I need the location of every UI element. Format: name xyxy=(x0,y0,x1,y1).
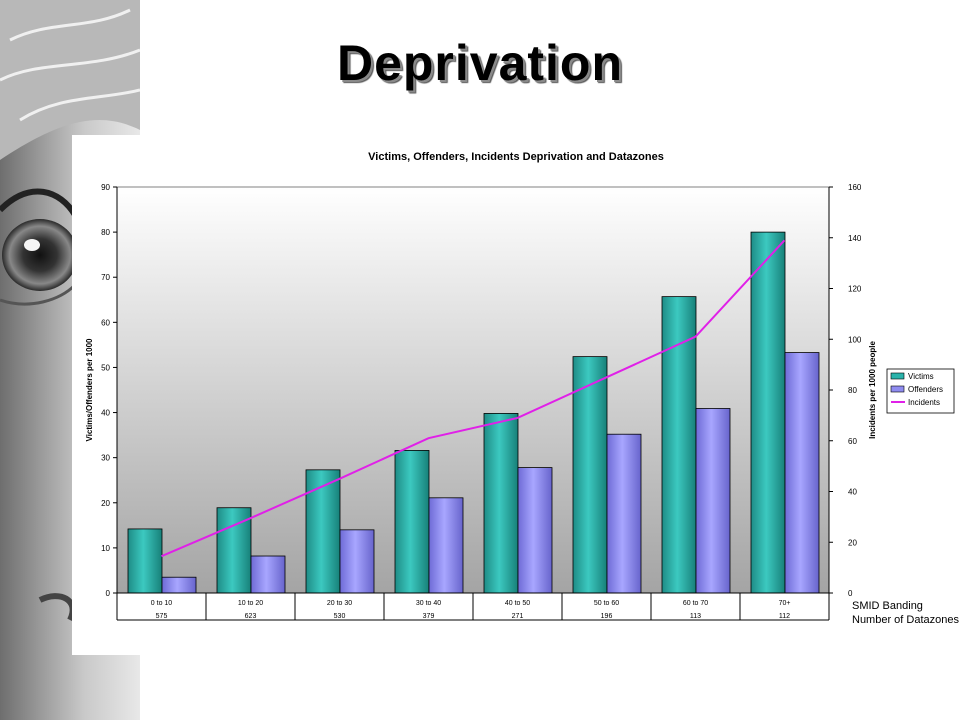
x-tick-label: 50 to 60 xyxy=(594,600,619,607)
bar-offenders xyxy=(161,576,197,594)
bar-victims xyxy=(394,450,430,594)
bar-victims xyxy=(483,413,519,594)
bar-offenders xyxy=(517,467,553,594)
left-tick-label: 0 xyxy=(106,589,111,598)
chart-title: Victims, Offenders, Incidents Deprivatio… xyxy=(368,151,664,163)
bar-offenders xyxy=(250,555,286,594)
right-tick-label: 60 xyxy=(848,437,857,446)
left-tick-label: 90 xyxy=(101,183,110,192)
x-tick-label: 10 to 20 xyxy=(238,600,263,607)
bar-offenders xyxy=(695,408,731,594)
right-tick-label: 40 xyxy=(848,488,857,497)
left-tick-label: 40 xyxy=(101,409,110,418)
bar-victims xyxy=(750,231,786,594)
line-incidents xyxy=(161,239,786,558)
bar-victims xyxy=(305,469,341,594)
legend-swatch-offenders xyxy=(890,385,905,393)
bar-victims xyxy=(661,296,697,594)
row-label-datazones: Number of Datazones xyxy=(852,614,959,626)
bar-victims xyxy=(216,507,252,594)
x-tick-label: 0 to 10 xyxy=(151,600,173,607)
right-tick-label: 160 xyxy=(848,183,862,192)
bar-offenders xyxy=(428,497,464,594)
left-tick-label: 10 xyxy=(101,544,110,553)
bar-offenders xyxy=(784,352,820,594)
datazone-count-label: 379 xyxy=(423,613,435,620)
slide-title: Deprivation xyxy=(336,35,624,91)
bar-victims xyxy=(572,356,608,594)
bar-victims xyxy=(127,528,163,594)
right-tick-label: 120 xyxy=(848,285,862,294)
chart-panel: Victims, Offenders, Incidents Deprivatio… xyxy=(72,135,960,655)
right-tick-label: 100 xyxy=(848,335,862,344)
right-tick-label: 140 xyxy=(848,234,862,243)
legend-swatch-victims xyxy=(890,372,905,380)
datazone-count-label: 271 xyxy=(512,613,524,620)
legend-label-incidents: Incidents xyxy=(908,398,940,407)
datazone-count-label: 575 xyxy=(156,613,168,620)
x-tick-label: 60 to 70 xyxy=(683,600,708,607)
row-label-smid: SMID Banding xyxy=(852,600,923,612)
y2-axis-label: Incidents per 1000 people xyxy=(868,341,877,439)
datazone-count-label: 623 xyxy=(245,613,257,620)
right-tick-label: 0 xyxy=(848,589,853,598)
left-tick-label: 70 xyxy=(101,273,110,282)
y-axis-label: Victims/Offenders per 1000 xyxy=(85,338,94,442)
left-tick-label: 20 xyxy=(101,499,110,508)
bar-offenders xyxy=(339,529,375,594)
datazone-count-label: 112 xyxy=(779,613,790,620)
combo-chart: Victims, Offenders, Incidents Deprivatio… xyxy=(85,151,959,626)
x-tick-label: 30 to 40 xyxy=(416,600,441,607)
datazone-count-label: 196 xyxy=(601,613,613,620)
datazone-count-label: 113 xyxy=(690,613,701,620)
left-tick-label: 50 xyxy=(101,363,110,372)
left-tick-label: 60 xyxy=(101,318,110,327)
x-tick-label: 20 to 30 xyxy=(327,600,352,607)
x-tick-label: 40 to 50 xyxy=(505,600,530,607)
legend-label-offenders: Offenders xyxy=(908,385,943,394)
right-tick-label: 20 xyxy=(848,538,857,547)
right-tick-label: 80 xyxy=(848,386,857,395)
x-tick-label: 70+ xyxy=(779,600,791,607)
legend-label-victims: Victims xyxy=(908,372,934,381)
bar-offenders xyxy=(606,433,642,594)
left-tick-label: 80 xyxy=(101,228,110,237)
datazone-count-label: 530 xyxy=(334,613,346,620)
left-tick-label: 30 xyxy=(101,454,110,463)
